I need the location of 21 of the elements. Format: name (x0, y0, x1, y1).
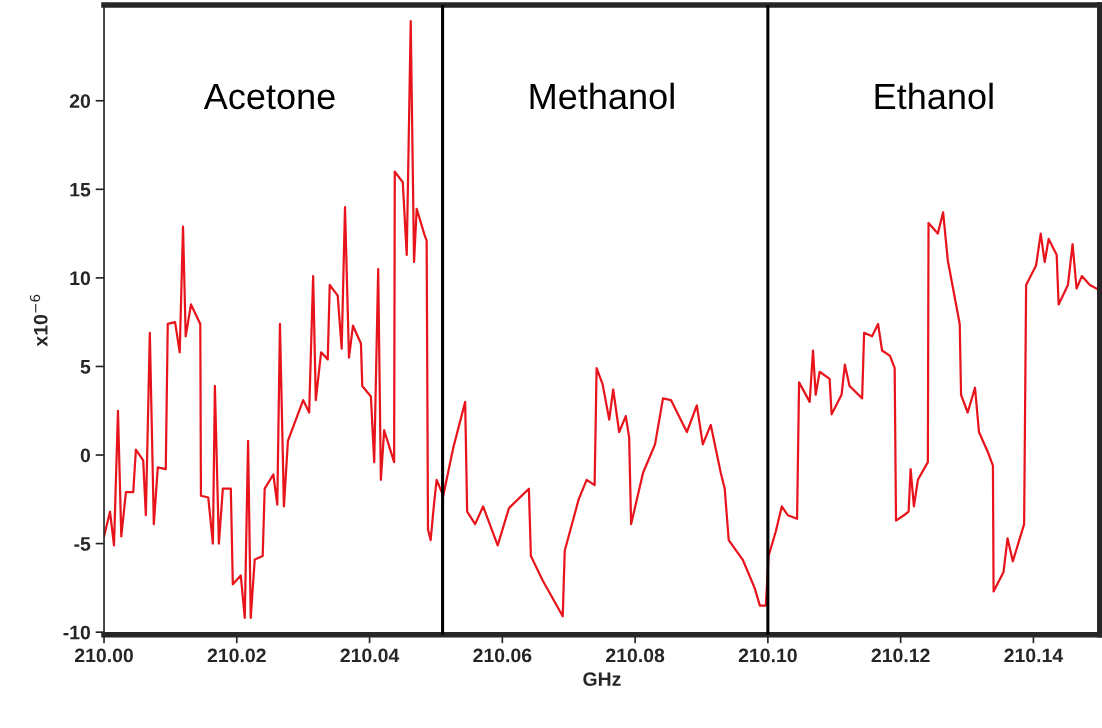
y-tick-label: 0 (80, 448, 91, 463)
x-axis-title: GHz (583, 672, 621, 686)
line-series (104, 19, 1100, 620)
x-tick-label: 210.10 (738, 648, 797, 663)
y-tick-label: -10 (63, 625, 91, 640)
annotation: Acetone (203, 84, 335, 110)
y-tick-label: 5 (80, 360, 91, 374)
x-tick-label: 210.12 (871, 648, 930, 663)
x-tick-label: 210.14 (1004, 648, 1064, 663)
y-tick-label: 20 (69, 94, 91, 108)
annotation: Methanol (530, 82, 674, 110)
y-tick-label: 15 (70, 182, 91, 197)
x-tick-label: 210.00 (74, 648, 133, 663)
y-tick-label: -5 (74, 537, 91, 551)
x-tick-label: 210.02 (207, 648, 266, 663)
x-tick-label: 210.04 (340, 648, 400, 663)
x-tick-label: 210.06 (473, 648, 532, 663)
annotation: Ethanol (875, 82, 993, 110)
y-tick-label: 10 (70, 271, 91, 286)
x-tick-label: 210.08 (606, 648, 665, 663)
y-axis-title: x10$^{−6}$ (29, 294, 48, 347)
